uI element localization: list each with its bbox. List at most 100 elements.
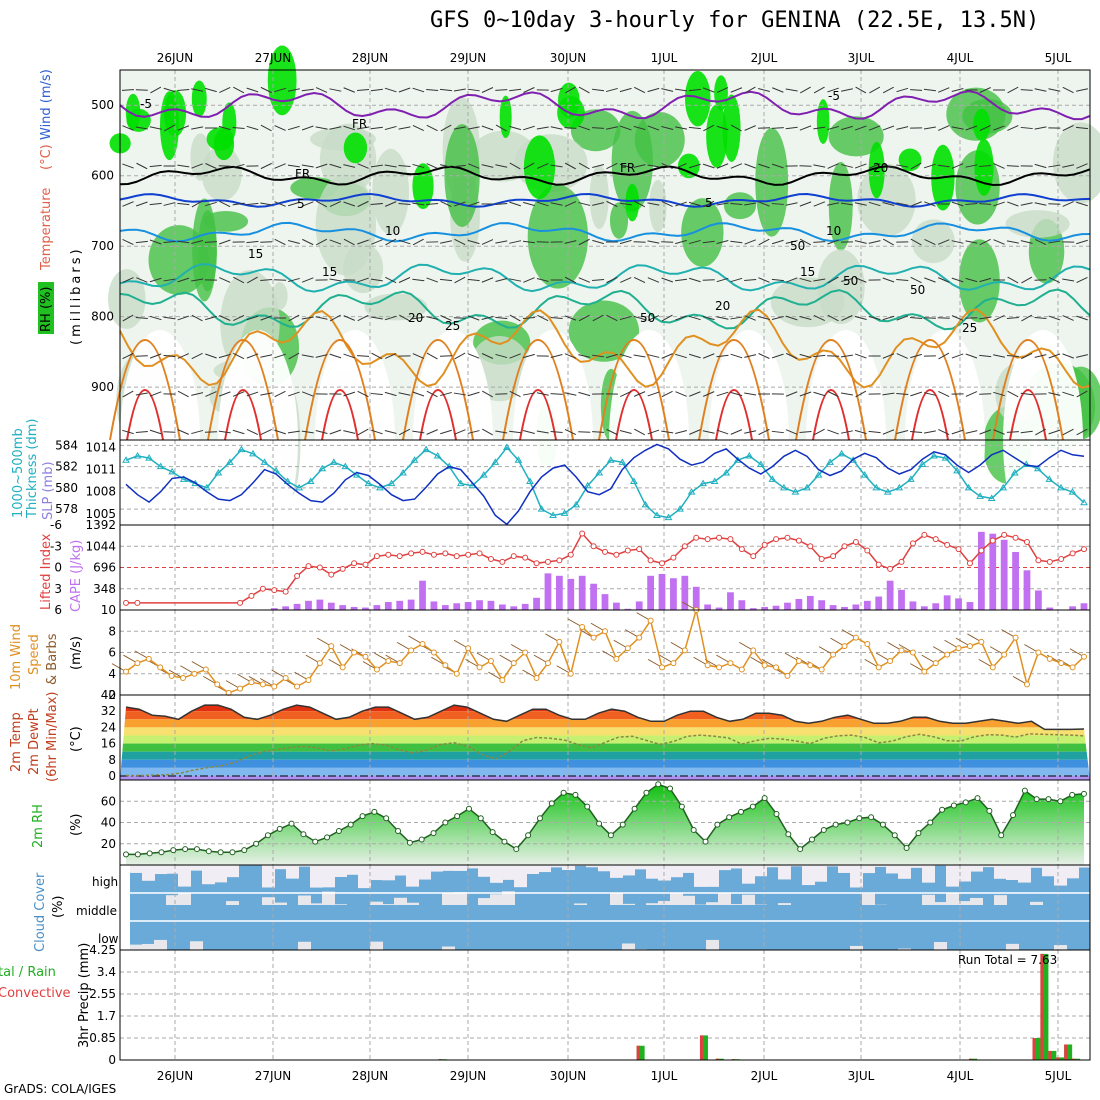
cloud-high-gap xyxy=(550,865,563,868)
wind-barb xyxy=(882,277,895,283)
wind-barb xyxy=(260,202,273,206)
wind-barb xyxy=(329,353,342,359)
cape-bar xyxy=(749,608,757,610)
lifted-index-series-point xyxy=(978,547,985,554)
rh-high-shade xyxy=(677,153,700,179)
wind-barb xyxy=(301,430,314,434)
rh-high-shade xyxy=(974,138,994,196)
rh2m-series-point xyxy=(264,832,271,839)
wind-barb xyxy=(122,429,134,435)
wind-barb xyxy=(246,87,259,93)
precip-bar xyxy=(1072,1058,1081,1060)
wind-barb xyxy=(758,353,770,359)
wind10-series-point xyxy=(237,685,244,692)
rh2m-series-point xyxy=(903,845,910,851)
p6-tick: 40 xyxy=(101,816,116,830)
wind-barb xyxy=(288,201,300,207)
precip-bar xyxy=(1056,1057,1065,1060)
wind-barb xyxy=(343,164,356,168)
cloud-high-gap xyxy=(682,865,695,873)
thickness-series-point xyxy=(156,462,165,470)
p1-tick-label: 900 xyxy=(91,380,114,394)
cloud-high-gap xyxy=(130,865,143,873)
wind-barb xyxy=(412,124,424,132)
wind-barb xyxy=(661,430,674,434)
rh2m-series-point xyxy=(619,821,626,828)
wind-barb xyxy=(218,430,231,434)
rh2m-series-point xyxy=(324,834,331,841)
p6-rh-label: 2m RH xyxy=(31,804,46,848)
cloud-high-gap xyxy=(442,865,455,871)
date-label-bottom: 4JUL xyxy=(947,1069,974,1083)
wind-barb xyxy=(1007,86,1019,94)
wind-barb xyxy=(357,428,369,436)
p4-barbs-label: & Barbs xyxy=(45,633,60,685)
lifted-index-series-point xyxy=(966,560,973,567)
cape-bar xyxy=(852,604,860,610)
wind-barb xyxy=(274,163,286,169)
wind-barb xyxy=(467,126,480,130)
wind-barb xyxy=(440,315,452,321)
date-label-top: 2JUL xyxy=(751,51,778,65)
rh2m-series-point xyxy=(1010,812,1017,819)
wind-barb xyxy=(771,316,784,320)
wind10-series-point xyxy=(579,624,586,630)
wind-barb xyxy=(1007,390,1019,398)
thickness-series-point xyxy=(237,445,246,453)
wind-barb xyxy=(536,201,549,207)
wind-barb xyxy=(979,203,992,205)
wind-barb xyxy=(122,314,134,322)
p3-li-tick: -6 xyxy=(50,518,62,532)
cape-bar xyxy=(350,606,358,610)
wind10-series-point xyxy=(716,664,723,671)
wind10-series-point xyxy=(875,664,882,671)
rh-shade xyxy=(192,198,217,302)
rh2m-series-point xyxy=(359,813,366,820)
wind-barb xyxy=(536,278,549,282)
thickness-series-point xyxy=(722,468,731,476)
wind-barb xyxy=(813,126,826,130)
contour-label: 50 xyxy=(790,239,805,253)
lifted-index-series-point xyxy=(1012,534,1019,541)
cloud-mid-gap xyxy=(310,903,323,905)
lifted-index-series-point xyxy=(544,558,551,565)
wind-barb xyxy=(827,202,840,206)
cloud-high-gap xyxy=(202,865,215,885)
wind10-series-point xyxy=(305,677,312,684)
lifted-index-series-point xyxy=(567,551,574,558)
cape-bar xyxy=(476,600,483,610)
lifted-index-series-point xyxy=(1001,531,1008,538)
contour-label: 15 xyxy=(800,265,815,279)
wind-barb xyxy=(633,164,646,168)
cloud-high-gap xyxy=(1078,865,1091,868)
cape-bar xyxy=(282,606,290,610)
thickness-series-point xyxy=(341,462,350,470)
cloud-high-gap xyxy=(454,865,467,871)
wind-barb xyxy=(177,164,190,168)
wind10-series-point xyxy=(978,638,985,645)
cape-bar xyxy=(590,583,597,610)
cloud-high-gap xyxy=(214,865,227,883)
wind-barb xyxy=(1048,276,1060,284)
wind-barb xyxy=(661,241,674,243)
rh-shade xyxy=(609,202,629,239)
wind-barb xyxy=(758,277,770,283)
rh2m-series-point xyxy=(856,815,863,822)
wind-barb xyxy=(771,430,784,434)
wind-barb xyxy=(661,353,673,359)
wind-barb xyxy=(232,429,245,435)
wind-barb xyxy=(523,162,535,170)
rh2m-series-point xyxy=(465,805,472,812)
rh-shade xyxy=(568,300,640,362)
cloud-high-gap xyxy=(538,865,551,873)
cape-bar xyxy=(977,531,985,610)
wind-barb xyxy=(1034,88,1047,92)
temp-band xyxy=(120,743,1090,752)
contour-label: FR xyxy=(295,167,310,181)
wind-barb xyxy=(910,89,923,91)
wind-barb xyxy=(730,316,743,320)
cloud-low-gap xyxy=(1054,945,1067,950)
rh-shade xyxy=(201,145,242,201)
p2-thick-tick: 578 xyxy=(55,502,78,516)
wind-barb xyxy=(440,391,452,397)
